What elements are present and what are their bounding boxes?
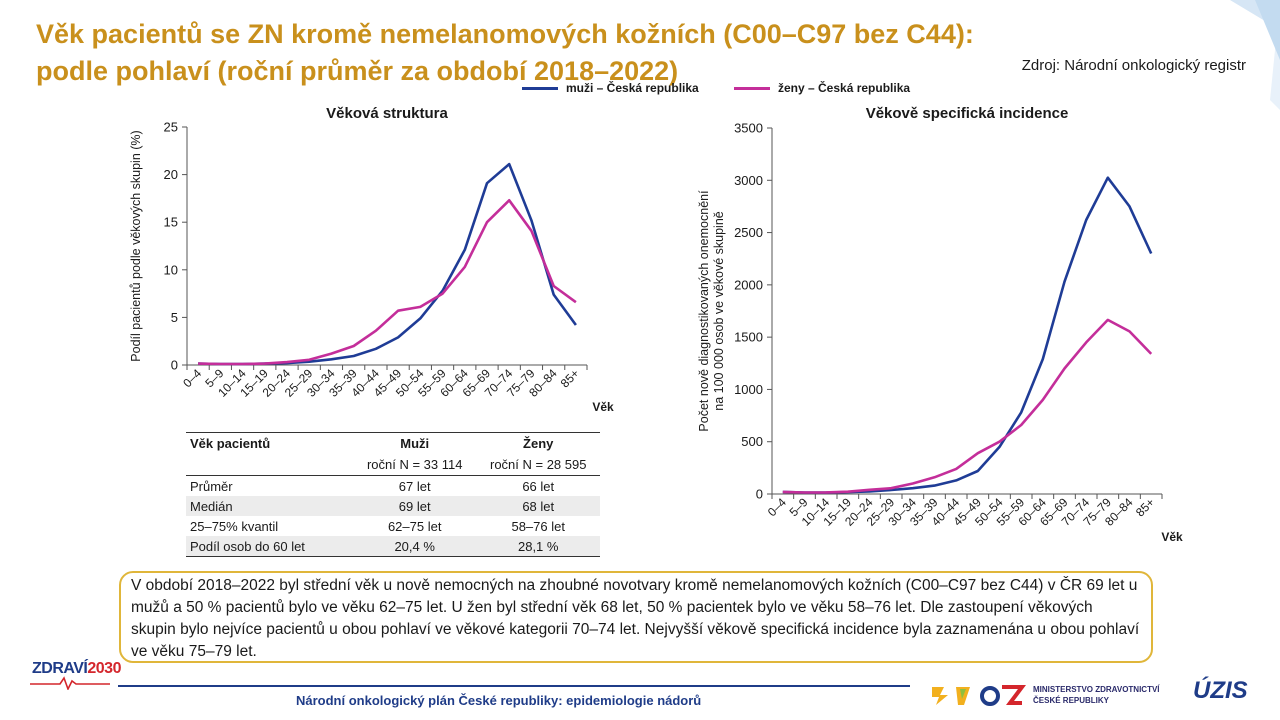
table-row: 25–75% kvantil 62–75 let 58–76 let bbox=[186, 516, 600, 536]
y-tick-label: 1000 bbox=[734, 382, 763, 397]
stats-subheader-blank bbox=[186, 453, 353, 476]
age-structure-chart: Věková struktura05101520250–45–910–1415–… bbox=[129, 105, 614, 414]
y-tick-label: 500 bbox=[741, 434, 763, 449]
x-tick-label: 85+ bbox=[558, 366, 582, 390]
y-tick-label: 0 bbox=[171, 358, 178, 373]
stats-cell: Medián bbox=[186, 496, 353, 516]
series-line bbox=[782, 318, 1153, 494]
y-tick-label: 0 bbox=[756, 487, 763, 502]
y-tick-label: 20 bbox=[164, 167, 178, 182]
legend-swatch-men bbox=[522, 86, 558, 90]
chart-title: Věkově specifická incidence bbox=[866, 105, 1069, 122]
legend-item-women: ženy – Česká republika bbox=[734, 81, 910, 95]
stats-cell: 62–75 let bbox=[387, 518, 442, 534]
stats-subheader-men: roční N = 33 114 bbox=[352, 453, 477, 476]
series-line bbox=[198, 162, 577, 366]
y-axis-label: Počet nově diagnostikovaných onemocnění bbox=[697, 190, 711, 432]
table-row: Průměr 67 let 66 let bbox=[186, 476, 600, 497]
ministry-logo-icon bbox=[932, 685, 1026, 706]
y-tick-label: 25 bbox=[164, 120, 178, 135]
ministry-line-2: ČESKÉ REPUBLIKY bbox=[1033, 696, 1110, 705]
y-tick-label: 2000 bbox=[734, 277, 763, 292]
stats-cell: 20,4 % bbox=[352, 536, 477, 557]
page-title: Věk pacientů se ZN kromě nemelanomových … bbox=[36, 19, 974, 86]
stats-header-row: Věk pacientů Muži Ženy bbox=[186, 432, 600, 453]
y-tick-label: 15 bbox=[164, 215, 178, 230]
legend-label-men: muži – Česká republika bbox=[566, 81, 699, 95]
age-stats-table: Věk pacientů Muži Ženy roční N = 33 114 … bbox=[186, 432, 600, 557]
corner-decoration bbox=[1230, 0, 1280, 110]
stats-cell: 69 let bbox=[352, 496, 477, 516]
stats-cell: 25–75% kvantil bbox=[190, 518, 279, 534]
legend-swatch-women bbox=[734, 86, 770, 90]
zdravi-logo-text: ZDRAVÍ bbox=[32, 660, 88, 677]
x-axis-label: Věk bbox=[1161, 530, 1183, 544]
x-tick-label: 0–4 bbox=[765, 495, 789, 519]
stats-cell: Průměr bbox=[190, 478, 233, 494]
y-tick-label: 10 bbox=[164, 262, 178, 277]
stats-header-men: Muži bbox=[352, 432, 477, 453]
stats-header-women: Ženy bbox=[476, 432, 600, 453]
stats-header-age: Věk pacientů bbox=[186, 432, 353, 453]
y-axis-label: na 100 000 osob ve věkové skupině bbox=[712, 211, 726, 410]
stats-cell: 67 let bbox=[398, 478, 431, 494]
zdravi-2030-logo: ZDRAVÍ2030 bbox=[32, 660, 121, 678]
x-tick-label: 0–4 bbox=[180, 366, 204, 390]
ministry-name: MINISTERSTVO ZDRAVOTNICTVÍ ČESKÉ REPUBLI… bbox=[1033, 684, 1160, 706]
uzis-logo: ÚZIS bbox=[1193, 677, 1248, 704]
y-tick-label: 1500 bbox=[734, 330, 763, 345]
stats-cell: 58–76 let bbox=[511, 518, 565, 534]
table-row: Podíl osob do 60 let 20,4 % 28,1 % bbox=[186, 536, 600, 557]
stats-subheader-women: roční N = 28 595 bbox=[476, 453, 600, 476]
table-row: Medián 69 let 68 let bbox=[186, 496, 600, 516]
age-specific-incidence-chart: Věkově specifická incidence 0 500 1000 1500 2… bbox=[697, 105, 1183, 544]
ministry-line-1: MINISTERSTVO ZDRAVOTNICTVÍ bbox=[1033, 685, 1160, 694]
summary-note: V období 2018–2022 byl střední věk u nov… bbox=[119, 571, 1153, 663]
series-line bbox=[198, 199, 577, 366]
legend-item-men: muži – Česká republika bbox=[522, 81, 699, 95]
source-note: Zdroj: Národní onkologický registr bbox=[1021, 57, 1246, 74]
stats-cell: 66 let bbox=[522, 478, 555, 494]
x-tick-label: 85+ bbox=[1133, 495, 1157, 519]
y-tick-label: 2500 bbox=[734, 225, 763, 240]
chart-title: Věková struktura bbox=[326, 105, 448, 122]
stats-cell: 68 let bbox=[476, 496, 600, 516]
y-axis-label: Podíl pacientů podle věkových skupin (%) bbox=[129, 130, 143, 361]
footer-text: Národní onkologický plán České republiky… bbox=[296, 693, 702, 708]
stats-cell: 28,1 % bbox=[476, 536, 600, 557]
zdravi-logo-year: 2030 bbox=[87, 660, 121, 677]
y-tick-label: 5 bbox=[171, 310, 178, 325]
x-axis-label: Věk bbox=[592, 400, 614, 414]
stats-cell: Podíl osob do 60 let bbox=[186, 536, 353, 557]
stats-subheader-row: roční N = 33 114 roční N = 28 595 bbox=[186, 453, 600, 476]
y-tick-label: 3500 bbox=[734, 121, 763, 136]
series-line bbox=[782, 176, 1153, 494]
y-tick-label: 3000 bbox=[734, 173, 763, 188]
pulse-icon bbox=[30, 676, 110, 690]
legend-label-women: ženy – Česká republika bbox=[778, 81, 911, 95]
footer-divider bbox=[118, 685, 910, 687]
